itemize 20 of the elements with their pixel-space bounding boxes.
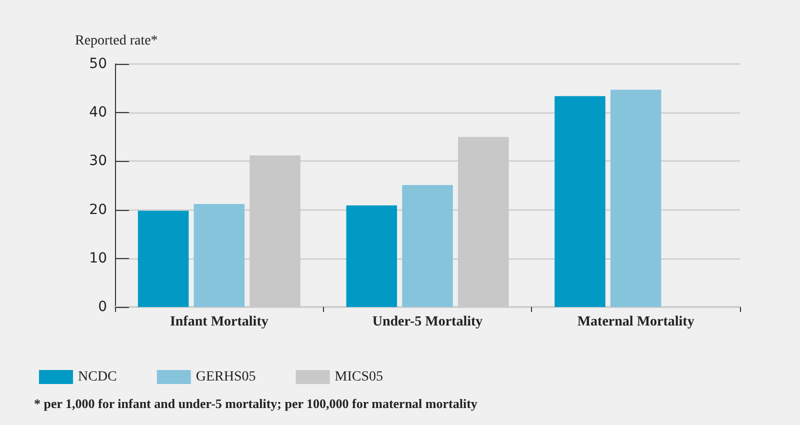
bar: [610, 90, 662, 307]
bar: [138, 210, 189, 307]
y-tick-label: 30: [89, 153, 107, 170]
x-tick-label: Infant Mortality: [170, 314, 268, 330]
bar: [554, 96, 606, 307]
y-tick-label: 10: [89, 250, 107, 266]
y-tick-label: 0: [98, 299, 107, 315]
y-tick-label: 50: [89, 56, 107, 72]
x-tick-label: Maternal Mortality: [577, 314, 694, 330]
legend-label: NCDC: [78, 370, 117, 384]
bar: [194, 204, 245, 307]
y-axis-title: Reported rate*: [75, 34, 158, 48]
legend-label: GERHS05: [196, 370, 256, 384]
x-tick-label: Under-5 Mortality: [372, 314, 483, 330]
bar: [402, 185, 453, 307]
text: * per 1,000 for infant and under-5 mortality; per 100,000 for maternal mortality: [34, 396, 478, 411]
legend-label: MICS05: [334, 370, 384, 384]
y-tick-label: 20: [89, 202, 107, 218]
y-tick-label: 40: [89, 104, 107, 121]
bar: [346, 205, 398, 307]
